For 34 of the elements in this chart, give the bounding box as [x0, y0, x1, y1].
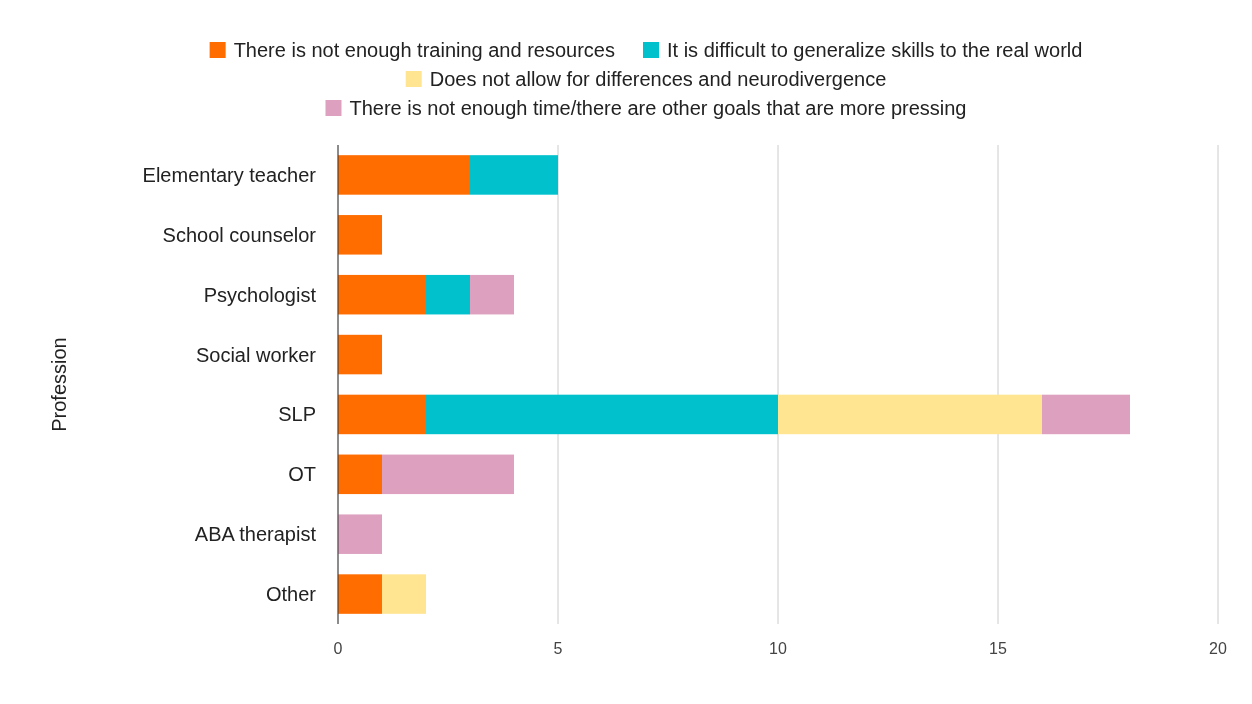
legend-label: There is not enough time/there are other goals that are more pressing	[349, 97, 967, 119]
bar	[426, 394, 778, 435]
y-tick-label: School counselor	[162, 223, 317, 246]
y-tick-label: SLP	[278, 403, 316, 426]
y-tick-label: OT	[288, 463, 316, 486]
bar	[1042, 394, 1130, 435]
bar	[382, 454, 514, 495]
bar	[338, 514, 382, 554]
y-tick-label: ABA therapist	[194, 523, 317, 546]
bar	[338, 454, 382, 495]
bar	[338, 394, 426, 435]
y-axis-title: Profession	[48, 337, 70, 432]
x-tick-label: 15	[989, 640, 1007, 657]
bar	[470, 274, 514, 315]
x-tick-label: 5	[553, 640, 563, 657]
y-tick-label: Social worker	[195, 343, 317, 366]
x-tick-label: 0	[333, 640, 343, 657]
bar	[338, 215, 382, 255]
legend-label: Does not allow for differences and neurodivergence	[429, 68, 887, 90]
legend-label: It is difficult to generalize skills to the real world	[666, 39, 1083, 61]
x-tick-label: 20	[1209, 640, 1227, 657]
bar	[382, 574, 426, 614]
bar	[338, 334, 382, 375]
bar	[338, 574, 382, 614]
y-tick-label: Other	[265, 583, 317, 606]
bar	[778, 394, 1042, 435]
bar	[338, 274, 426, 315]
bar	[470, 155, 558, 195]
legend-label: There is not enough training and resources	[233, 39, 615, 61]
y-tick-label: Elementary teacher	[142, 163, 317, 186]
y-tick-label: Psychologist	[203, 283, 317, 306]
x-tick-label: 10	[769, 640, 787, 657]
bar	[426, 274, 470, 315]
bar	[338, 155, 470, 195]
